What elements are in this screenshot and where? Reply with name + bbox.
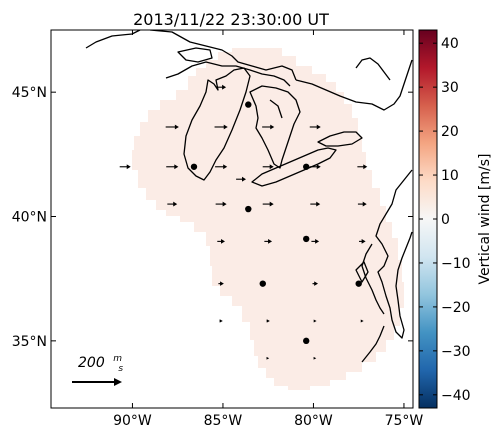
wind-vector bbox=[360, 319, 364, 323]
wind-vector bbox=[357, 201, 367, 207]
x-tick-label: 85°W bbox=[204, 413, 243, 429]
coastlines bbox=[85, 30, 413, 363]
wind-vector bbox=[357, 164, 368, 170]
colorbar-tick-label: 20 bbox=[441, 124, 459, 140]
colorbar-ticks: 40 30 20 10 0 −10 −20 −30 −40 bbox=[419, 36, 471, 404]
map-panel: 200 m s 90°W 85°W 80°W 75°W 45°N 40°N 35°N bbox=[12, 29, 423, 429]
wind-vector bbox=[309, 124, 321, 130]
colorbar-tick-label: 10 bbox=[441, 168, 459, 184]
wind-vector bbox=[167, 201, 178, 207]
wind-vector bbox=[262, 164, 274, 170]
radar-site-dot bbox=[303, 235, 310, 243]
wind-vector bbox=[215, 201, 227, 207]
wind-vector bbox=[309, 164, 321, 170]
wind-vectors bbox=[119, 84, 368, 360]
wind-vector bbox=[262, 201, 274, 207]
reference-arrow-head bbox=[114, 378, 122, 386]
wind-vector bbox=[264, 238, 273, 244]
wind-vector bbox=[313, 356, 317, 360]
wind-vector bbox=[214, 124, 228, 130]
wind-vector bbox=[266, 356, 270, 360]
radar-site-dot bbox=[355, 280, 362, 287]
wind-vector bbox=[217, 238, 225, 244]
wind-vector bbox=[262, 124, 275, 130]
colorbar: 40 30 20 10 0 −10 −20 −30 −40 Vertical wind [m/s… bbox=[418, 29, 493, 409]
colorbar-tick-label: 30 bbox=[441, 80, 459, 96]
wind-vector bbox=[119, 164, 131, 170]
wind-vector bbox=[359, 238, 366, 244]
x-tick-label: 80°W bbox=[294, 413, 333, 429]
y-axis-ticks: 45°N 40°N 35°N bbox=[12, 85, 413, 350]
radar-site-dot bbox=[190, 163, 198, 170]
map-frame bbox=[50, 29, 414, 409]
y-tick-label: 40°N bbox=[12, 210, 47, 226]
wind-vector bbox=[310, 201, 321, 207]
wind-vector bbox=[266, 319, 270, 323]
radar-site-dot bbox=[259, 280, 266, 287]
radar-site-dot bbox=[303, 337, 310, 345]
y-tick-label: 45°N bbox=[12, 85, 47, 101]
radar-site-dot bbox=[245, 101, 252, 108]
colorbar-tick-label: −10 bbox=[441, 256, 471, 272]
colorbar-tick-label: −20 bbox=[441, 300, 471, 316]
wind-vector bbox=[166, 164, 179, 170]
wind-vector bbox=[218, 281, 224, 286]
wind-vector bbox=[219, 319, 223, 323]
x-tick-label: 75°W bbox=[385, 413, 424, 429]
x-tick-label: 90°W bbox=[113, 413, 152, 429]
radar-sites bbox=[190, 101, 362, 345]
wind-vector bbox=[165, 124, 179, 130]
colorbar-tick-label: 40 bbox=[441, 36, 459, 52]
wind-vector bbox=[215, 164, 228, 170]
wind-vector bbox=[216, 84, 227, 90]
x-axis-ticks: 90°W 85°W 80°W 75°W bbox=[113, 30, 423, 429]
y-tick-label: 35°N bbox=[12, 334, 47, 350]
map-title: 2013/11/22 23:30:00 UT bbox=[133, 10, 329, 29]
wind-field-region bbox=[132, 48, 404, 390]
reference-arrow-label: 200 m s bbox=[78, 349, 126, 374]
wind-vector bbox=[236, 176, 246, 182]
reference-arrow[interactable]: 200 m s bbox=[72, 349, 126, 386]
wind-vector bbox=[313, 319, 317, 323]
colorbar-tick-label: 0 bbox=[441, 212, 450, 228]
wind-vector bbox=[312, 281, 319, 286]
radar-site-dot bbox=[303, 163, 310, 170]
radar-site-dot bbox=[245, 205, 252, 213]
colorbar-tick-label: −40 bbox=[441, 388, 471, 404]
colorbar-label: Vertical wind [m/s] bbox=[477, 154, 493, 285]
wind-vector bbox=[311, 238, 320, 244]
colorbar-tick-label: −30 bbox=[441, 344, 471, 360]
